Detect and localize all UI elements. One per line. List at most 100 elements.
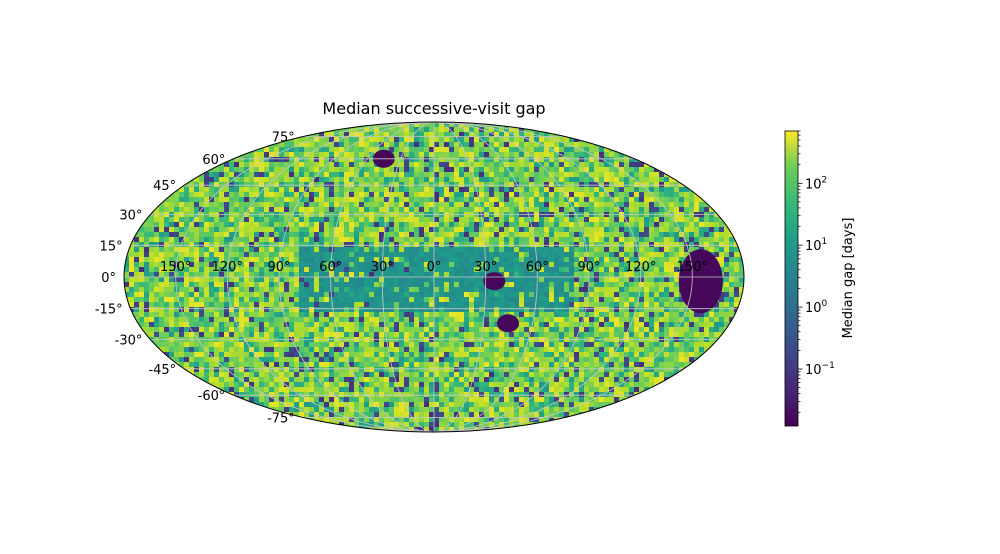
heatmap-cell (679, 327, 684, 332)
heatmap-cell (229, 252, 234, 257)
heatmap-cell (604, 282, 609, 287)
heatmap-cell (609, 277, 614, 282)
heatmap-cell (544, 347, 549, 352)
heatmap-cell (524, 217, 529, 222)
heatmap-cell (644, 237, 649, 242)
heatmap-cell (499, 257, 504, 262)
heatmap-cell (494, 327, 499, 332)
heatmap-cell (519, 222, 524, 227)
heatmap-cell (594, 347, 599, 352)
heatmap-cell (569, 307, 574, 312)
heatmap-cell (464, 162, 469, 167)
heatmap-cell (564, 352, 569, 357)
heatmap-cell (319, 287, 324, 292)
heatmap-cell (639, 292, 644, 297)
heatmap-cell (639, 252, 644, 257)
heatmap-cell (594, 187, 599, 192)
heatmap-cell (724, 227, 729, 232)
heatmap-cell (199, 262, 204, 267)
heatmap-cell (484, 302, 489, 307)
heatmap-cell (669, 347, 674, 352)
heatmap-cell (414, 227, 419, 232)
heatmap-cell (329, 147, 334, 152)
heatmap-cell (649, 177, 654, 182)
heatmap-cell (449, 227, 454, 232)
heatmap-cell (569, 157, 574, 162)
heatmap-cell (364, 202, 369, 207)
heatmap-cell (179, 317, 184, 322)
heatmap-cell (319, 252, 324, 257)
heatmap-cell (399, 307, 404, 312)
heatmap-cell (249, 157, 254, 162)
heatmap-cell (139, 317, 144, 322)
heatmap-cell (209, 317, 214, 322)
heatmap-cell (474, 222, 479, 227)
heatmap-cell (234, 327, 239, 332)
heatmap-cell (719, 307, 724, 312)
heatmap-cell (334, 357, 339, 362)
heatmap-cell (204, 282, 209, 287)
heatmap-cell (254, 262, 259, 267)
heatmap-cell (449, 187, 454, 192)
heatmap-cell (284, 292, 289, 297)
heatmap-cell (234, 237, 239, 242)
heatmap-cell (279, 142, 284, 147)
heatmap-cell (574, 242, 579, 247)
heatmap-cell (679, 192, 684, 197)
heatmap-cell (339, 317, 344, 322)
heatmap-cell (414, 192, 419, 197)
heatmap-cell (429, 202, 434, 207)
heatmap-cell (234, 342, 239, 347)
heatmap-cell (124, 287, 129, 292)
heatmap-cell (404, 177, 409, 182)
heatmap-cell (674, 247, 679, 252)
heatmap-cell (394, 302, 399, 307)
heatmap-cell (459, 222, 464, 227)
heatmap-cell (459, 202, 464, 207)
heatmap-cell (654, 272, 659, 277)
heatmap-cell (399, 287, 404, 292)
heatmap-cell (549, 177, 554, 182)
heatmap-cell (509, 267, 514, 272)
heatmap-cell (679, 197, 684, 202)
heatmap-cell (384, 327, 389, 332)
heatmap-cell (324, 332, 329, 337)
heatmap-cell (214, 257, 219, 262)
heatmap-cell (484, 147, 489, 152)
heatmap-cell (309, 162, 314, 167)
heatmap-cell (219, 242, 224, 247)
heatmap-cell (554, 262, 559, 267)
heatmap-cell (484, 182, 489, 187)
heatmap-cell (374, 292, 379, 297)
heatmap-cell (724, 282, 729, 287)
heatmap-cell (134, 252, 139, 257)
heatmap-cell (604, 307, 609, 312)
heatmap-cell (229, 187, 234, 192)
heatmap-cell (589, 217, 594, 222)
heatmap-cell (299, 167, 304, 172)
heatmap-cell (529, 162, 534, 167)
heatmap-cell (659, 262, 664, 267)
heatmap-cell (274, 297, 279, 302)
heatmap-cell (189, 352, 194, 357)
heatmap-cell (294, 217, 299, 222)
heatmap-cell (659, 332, 664, 337)
heatmap-cell (324, 202, 329, 207)
heatmap-cell (234, 227, 239, 232)
heatmap-cell (584, 347, 589, 352)
heatmap-cell (469, 297, 474, 302)
heatmap-cell (724, 237, 729, 242)
heatmap-cell (199, 247, 204, 252)
heatmap-cell (359, 327, 364, 332)
heatmap-cell (624, 287, 629, 292)
heatmap-cell (684, 192, 689, 197)
heatmap-cell (389, 312, 394, 317)
heatmap-cell (669, 232, 674, 237)
heatmap-cell (594, 172, 599, 177)
heatmap-cell (649, 292, 654, 297)
heatmap-cell (539, 227, 544, 232)
heatmap-cell (544, 327, 549, 332)
heatmap-cell (494, 242, 499, 247)
heatmap-cell (404, 347, 409, 352)
heatmap-cell (194, 312, 199, 317)
